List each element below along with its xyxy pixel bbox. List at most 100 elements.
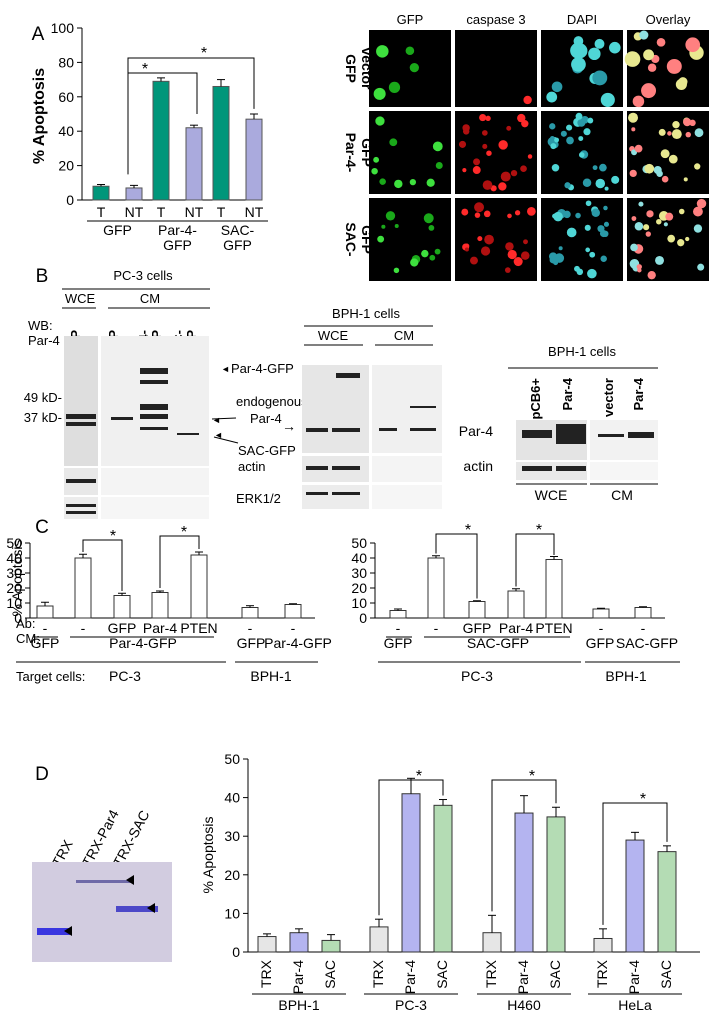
b-blot3-cm <box>590 420 658 460</box>
c-right-target-label: PC-3 <box>461 668 493 684</box>
micrograph-cell <box>660 149 670 159</box>
c-left-antibody-label: - <box>81 620 86 636</box>
micrograph-cell <box>677 239 685 247</box>
micrograph-cell <box>554 253 565 263</box>
micrograph-cell <box>527 207 536 216</box>
micrograph-cell <box>583 128 591 136</box>
c-right-target-label: BPH-1 <box>605 668 646 684</box>
micrograph-cell <box>667 131 672 136</box>
micrograph-cell <box>611 175 620 184</box>
c-left-y-tick-label: 40 <box>6 550 22 566</box>
b-erk-cm <box>101 497 209 519</box>
b-blot2-title: BPH-1 cells <box>332 306 400 321</box>
d-bar <box>625 839 645 953</box>
micrograph-cell <box>644 163 655 174</box>
b-wb-label: Par-4 <box>28 333 60 348</box>
micrograph-cell <box>428 225 435 231</box>
b-wce-label: WCE <box>65 291 96 306</box>
b-blot2-actin-cm <box>372 456 442 482</box>
c-left-cm-label: Par-4-GFP <box>109 635 177 651</box>
micrograph-image <box>541 198 623 281</box>
micrograph-cell <box>634 144 643 153</box>
micrograph-cell <box>423 213 434 224</box>
c-left-antibody-label: - <box>43 620 48 636</box>
d-significance-bracket <box>378 779 444 916</box>
micrograph-cell <box>486 150 492 156</box>
micrograph-cell <box>638 201 644 207</box>
b-band <box>140 380 168 384</box>
micrograph-cell <box>479 113 487 122</box>
micrograph-cell <box>371 167 378 175</box>
micrograph-cell <box>665 212 674 221</box>
d-bar-label: SAC <box>434 960 450 989</box>
c-right-antibody-label: - <box>599 620 604 636</box>
micrograph-row-label: GFP <box>343 54 359 83</box>
micrograph-cell <box>482 180 493 190</box>
c-left-target-label: PC-3 <box>109 668 141 684</box>
c-right-cm-label: GFP <box>384 635 413 651</box>
c-left-bar <box>151 592 169 619</box>
a-y-axis-label: % Apoptosis <box>31 68 48 164</box>
c-right-bar <box>592 608 610 619</box>
b-annotation: actin <box>238 459 265 474</box>
a-group-label: GFP <box>163 237 192 253</box>
c-right-antibody-label: PTEN <box>535 620 572 636</box>
micrograph-cell <box>498 182 507 191</box>
micrograph-cell <box>506 125 512 131</box>
micrograph-cell <box>656 170 663 177</box>
micrograph-cell <box>576 268 584 276</box>
a-y-tick-label: 80 <box>58 54 74 70</box>
b-band <box>140 427 168 430</box>
micrograph-cell <box>458 140 467 148</box>
micrograph-cell <box>523 239 528 245</box>
d-bar <box>514 812 534 953</box>
d-bar-label: SAC <box>658 960 674 989</box>
b-arrow: ◄ <box>212 415 221 425</box>
micrograph-cell <box>666 58 682 74</box>
micrograph-cell <box>643 49 655 61</box>
b-blot2-wce <box>302 365 369 453</box>
micrograph-cell <box>594 38 605 49</box>
panel-letter-c: C <box>35 517 49 538</box>
a-group-label: Par-4- <box>158 222 197 238</box>
c-left-significance-bracket <box>82 539 123 591</box>
c-right-y-tick-label: 40 <box>351 550 367 566</box>
micrograph-cell <box>683 118 692 127</box>
micrograph-column-label: caspase 3 <box>466 12 525 27</box>
panel-letter-d: D <box>35 764 49 785</box>
micrograph-cell <box>592 165 598 171</box>
b-band <box>111 417 133 420</box>
c-right-antibody-label: GFP <box>463 620 492 636</box>
d-significance-bracket <box>602 802 668 925</box>
b-band <box>628 432 654 438</box>
micrograph-column-label: Overlay <box>646 12 691 27</box>
c-left-y-tick-label: 10 <box>6 595 22 611</box>
micrograph-cell <box>585 247 591 253</box>
c-left-y-tick-label: 30 <box>6 565 22 581</box>
c-left-bar <box>284 604 302 619</box>
a-bar-label: T <box>97 204 106 220</box>
micrograph-cell <box>560 130 567 137</box>
micrograph-cell <box>470 256 478 265</box>
a-y-tick-label: 0 <box>66 192 74 208</box>
c-right-cm-label: SAC-GFP <box>467 635 529 651</box>
c-right-bar <box>468 601 486 619</box>
b-blot2-cm <box>372 365 442 453</box>
micrograph-cell <box>587 268 597 279</box>
micrograph-image <box>455 30 537 107</box>
micrograph-cell <box>603 205 608 211</box>
b-blot1-title: PC-3 cells <box>113 268 173 283</box>
c-left-antibody-label: GFP <box>108 620 137 636</box>
d-y-axis-label: % Apoptosis <box>200 816 216 893</box>
micrograph-cell <box>461 208 469 216</box>
a-bar <box>152 80 170 201</box>
d-bar-label: TRX <box>370 959 386 988</box>
micrograph-cell <box>500 171 511 182</box>
b-band <box>140 368 168 374</box>
micrograph-cell <box>572 43 588 59</box>
c-left-y-tick-label: 20 <box>6 580 22 596</box>
micrograph-cell <box>694 163 701 170</box>
b-arrow-line <box>213 436 239 444</box>
micrograph-cell <box>609 41 621 54</box>
b-erk-wce <box>64 497 98 519</box>
